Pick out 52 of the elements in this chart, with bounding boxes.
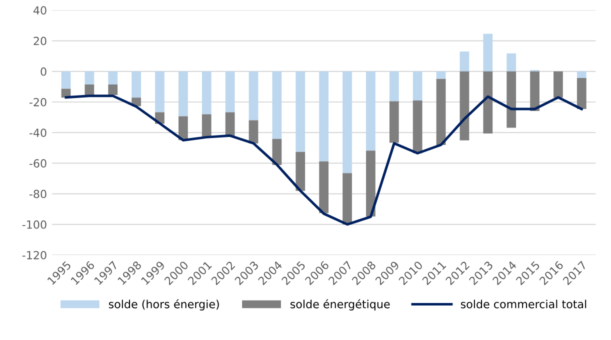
bar	[272, 71, 282, 139]
y-tick-label: 0	[40, 67, 46, 76]
bar	[412, 71, 422, 100]
y-tick-label: -60	[29, 159, 46, 168]
legend-label: solde énergétique	[290, 299, 390, 310]
legend-label: solde (hors énergie)	[108, 299, 219, 310]
bar	[225, 71, 235, 112]
bar	[108, 71, 118, 85]
bar	[202, 71, 212, 114]
bar	[389, 101, 399, 143]
y-tick-label: -120	[22, 250, 46, 260]
bar	[530, 71, 540, 112]
bar	[436, 78, 446, 145]
bar	[178, 71, 188, 116]
bar	[296, 71, 306, 152]
bar	[342, 173, 352, 225]
bar	[554, 71, 563, 98]
bar	[389, 71, 399, 102]
bar	[576, 78, 586, 110]
bar	[248, 120, 258, 144]
bar	[202, 114, 212, 138]
bar	[319, 161, 329, 214]
bar	[576, 71, 586, 78]
bar	[155, 71, 164, 112]
line-series	[64, 94, 583, 226]
legend-label: solde commercial total	[460, 300, 586, 308]
bar	[84, 71, 94, 85]
bar	[460, 71, 470, 140]
bar	[178, 116, 188, 140]
bar	[319, 71, 329, 162]
y-tick-label: -100	[22, 220, 46, 229]
bar	[483, 34, 493, 72]
y-tick-label: -40	[29, 128, 46, 137]
bar	[225, 112, 235, 136]
bar	[61, 71, 71, 89]
bar	[366, 71, 376, 151]
bar	[436, 71, 446, 79]
y-tick-label: -20	[29, 98, 46, 106]
bar	[108, 84, 118, 95]
bar	[460, 52, 470, 72]
bar	[412, 100, 422, 154]
bar	[506, 71, 516, 128]
bar	[342, 71, 352, 174]
bar	[366, 150, 376, 216]
bar	[506, 53, 516, 72]
y-tick-label: 40	[33, 6, 46, 15]
bar	[248, 71, 258, 120]
bar	[483, 71, 493, 134]
y-tick-label: -80	[29, 190, 46, 198]
y-tick-label: 20	[34, 36, 46, 46]
bar	[132, 71, 142, 98]
bar	[296, 152, 306, 191]
